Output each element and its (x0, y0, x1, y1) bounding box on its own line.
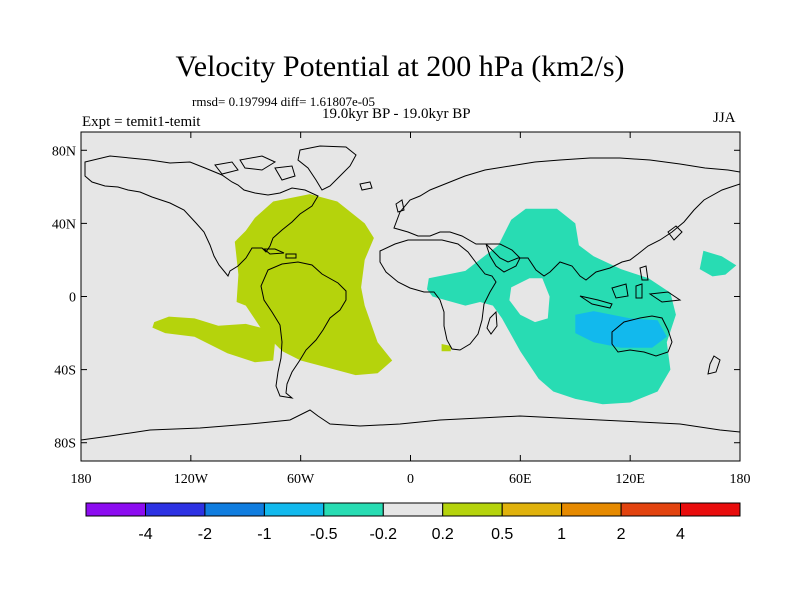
colorbar-label: -2 (198, 526, 212, 543)
arabian-sea-gap-region (509, 278, 550, 323)
colorbar-swatch (145, 502, 206, 517)
atlantic-americas-positive-region (234, 194, 393, 376)
lon-tick-label: 0 (407, 472, 414, 487)
colorbar-swatch (382, 502, 444, 517)
lon-tick-label: 120W (174, 472, 209, 487)
colorbar-label: 4 (676, 526, 685, 543)
colorbar-swatch (442, 502, 503, 517)
coastlines (81, 145, 740, 441)
lon-tick-label: 60W (287, 472, 315, 487)
colorbar-label: -0.2 (370, 526, 398, 543)
colorbar-label: 2 (617, 526, 626, 543)
colorbar-swatch (263, 502, 325, 517)
west-pacific-negative-region (699, 250, 737, 277)
colorbar-swatch (680, 502, 741, 517)
experiment-label: Expt = temit1-temit (82, 114, 201, 130)
time-range-subtitle: 19.0kyr BP - 19.0kyr BP (322, 106, 471, 122)
colorbar-swatch (561, 502, 622, 517)
map-title: Velocity Potential at 200 hPa (km2/s) (175, 50, 625, 83)
colorbar: -4 -2 -1 -0.5 -0.2 0.2 0.5 1 2 4 (85, 502, 741, 543)
colorbar-label: 1 (557, 526, 566, 543)
colorbar-label: -4 (138, 526, 152, 543)
colorbar-label: -1 (257, 526, 271, 543)
colorbar-swatch (204, 502, 265, 517)
colorbar-label: 0.5 (491, 526, 513, 543)
lat-tick-label: 0 (69, 291, 76, 306)
lon-tick-label: 180 (71, 472, 92, 487)
lat-tick-label: 40N (52, 217, 76, 232)
maritime-continent-core-region (575, 311, 667, 348)
colorbar-swatch (620, 502, 682, 517)
lat-tick-label: 80S (54, 437, 76, 452)
indo-pacific-negative-region (427, 208, 676, 405)
season-label: JJA (713, 110, 736, 126)
colorbar-label: -0.5 (310, 526, 338, 543)
rmsd-diff-stats: rmsd= 0.197994 diff= 1.61807e-05 (192, 94, 376, 109)
colorbar-swatch (85, 502, 146, 517)
lon-tick-label: 60E (509, 472, 532, 487)
map-axes: 80N 40N 0 40S 80S 180 120W 60W 0 60E 120E 180 (52, 132, 751, 487)
south-pacific-positive-region (152, 316, 275, 363)
lat-tick-label: 80N (52, 144, 76, 159)
lat-tick-label: 40S (54, 364, 76, 379)
colorbar-label: 0.2 (432, 526, 454, 543)
lon-tick-label: 180 (730, 472, 751, 487)
south-africa-positive-region (441, 344, 451, 352)
contour-regions (152, 194, 737, 405)
lon-tick-label: 120E (615, 472, 645, 487)
colorbar-swatch (323, 502, 384, 517)
colorbar-swatch (501, 502, 563, 517)
